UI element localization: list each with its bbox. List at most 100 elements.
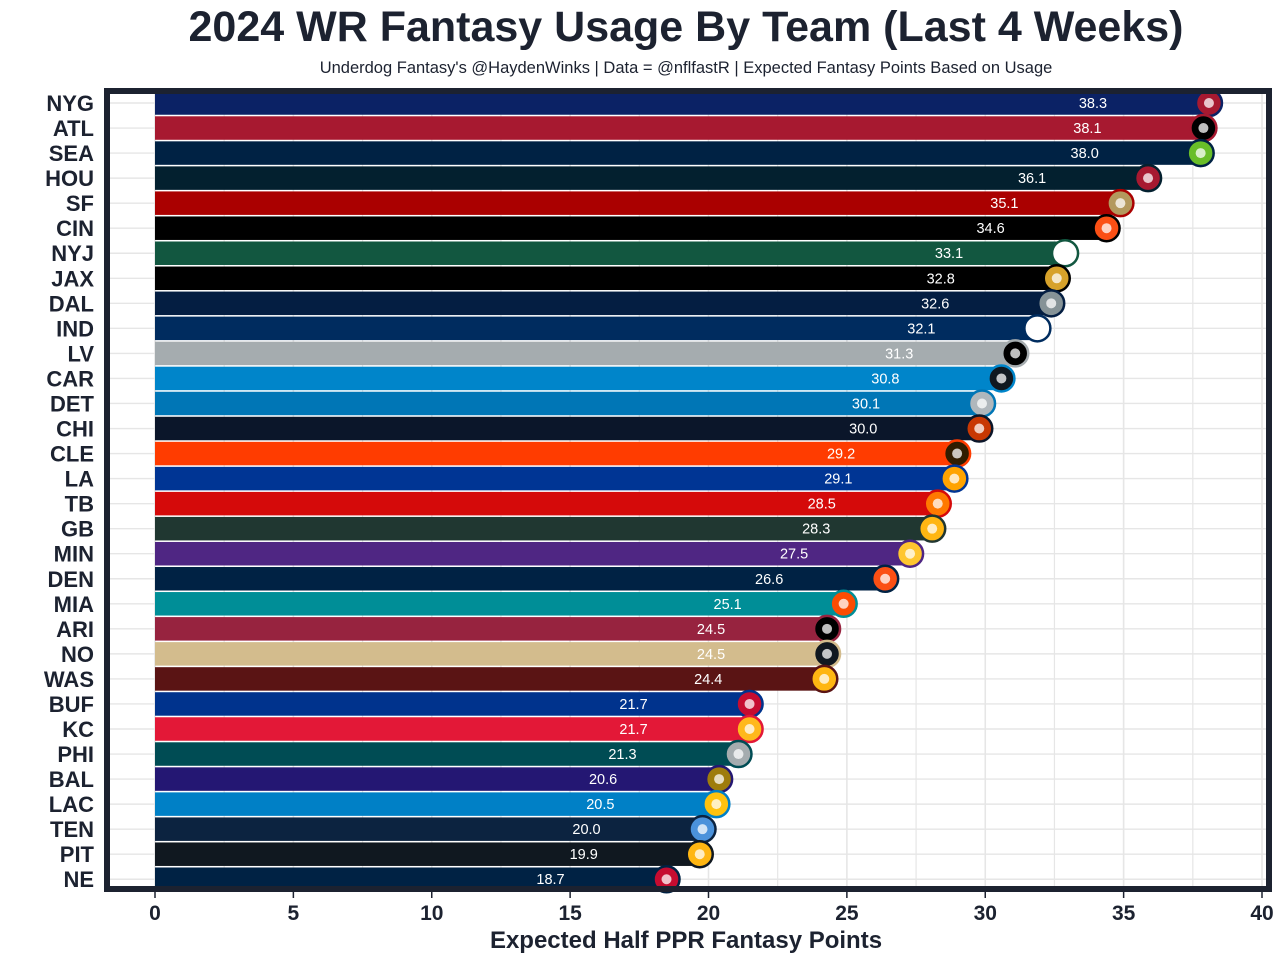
data-label: 18.7 (536, 872, 564, 888)
category-label-dal: DAL (49, 291, 94, 316)
bar-mia (155, 592, 850, 616)
category-label-lac: LAC (49, 792, 94, 817)
category-label-min: MIN (54, 542, 94, 567)
bar-chi (155, 416, 986, 441)
category-label-la: LA (65, 467, 94, 492)
team-logo-chi (965, 414, 994, 443)
category-label-phi: PHI (57, 742, 94, 767)
bar-lv (155, 341, 1022, 366)
data-label: 26.6 (755, 572, 783, 588)
bar-ari (155, 617, 834, 641)
bar-ind (155, 316, 1044, 341)
x-tick-label: 40 (1250, 902, 1273, 925)
data-label: 21.7 (619, 722, 647, 738)
category-label-cle: CLE (50, 442, 94, 467)
team-logo-hou (1133, 163, 1163, 193)
category-labels: NYGATLSEAHOUSFCINNYJJAXDALINDLVCARDETCHI… (44, 91, 95, 892)
team-logo-ari (812, 614, 842, 644)
x-tick-label: 0 (149, 902, 161, 925)
data-label: 38.0 (1071, 146, 1099, 162)
team-logo-was (810, 664, 839, 694)
data-label: 24.5 (697, 622, 725, 638)
bars (155, 91, 1215, 891)
category-label-kc: KC (62, 717, 94, 742)
data-label: 20.0 (572, 822, 600, 838)
bar-tb (155, 491, 944, 516)
bar-dal (155, 291, 1058, 316)
bar-la (155, 466, 961, 491)
team-logo-lv (1000, 339, 1030, 368)
data-label: 30.1 (852, 396, 880, 412)
bar-kc (155, 717, 756, 741)
team-logos (652, 88, 1224, 894)
team-logo-dal (1036, 289, 1066, 318)
bar-cin (155, 216, 1113, 240)
data-label: 31.3 (885, 346, 913, 362)
category-label-nyj: NYJ (51, 241, 94, 266)
team-logo-mia (829, 589, 858, 619)
chart-subtitle: Underdog Fantasy's @HaydenWinks | Data =… (319, 59, 1053, 77)
data-label: 24.5 (697, 647, 725, 663)
team-logo-bal (704, 764, 734, 794)
data-label: 36.1 (1018, 171, 1046, 187)
data-label: 25.1 (714, 597, 742, 613)
category-label-bal: BAL (49, 767, 94, 792)
bar-ten (155, 817, 709, 841)
bar-sea (155, 141, 1207, 165)
bar-ne (155, 867, 673, 891)
team-logo-tb (923, 489, 952, 518)
bar-was (155, 667, 831, 691)
bar-hou (155, 166, 1155, 190)
category-label-mia: MIA (54, 592, 94, 617)
category-label-cin: CIN (56, 216, 94, 241)
x-tick-label: 15 (558, 902, 582, 925)
team-logo-car (987, 364, 1016, 393)
bar-pit (155, 842, 706, 866)
team-logo-no (812, 639, 842, 669)
data-label: 19.9 (570, 847, 598, 863)
data-labels: 38.3 38.1 38.0 36.135.1 34.6 33.1 32.8 32.6 32.1… (536, 96, 1107, 888)
team-logo-sf (1106, 188, 1135, 218)
category-label-chi: CHI (56, 417, 94, 442)
category-label-buf: BUF (49, 692, 94, 717)
team-logo-gb (917, 514, 947, 543)
team-logo-min (895, 539, 925, 568)
bar-buf (155, 692, 756, 716)
x-axis-label: Expected Half PPR Fantasy Points (490, 927, 882, 954)
data-label: 33.1 (935, 246, 963, 262)
team-logo-phi (724, 739, 753, 769)
category-label-pit: PIT (60, 842, 95, 867)
category-label-tb: TB (65, 492, 94, 517)
team-logo-lac (702, 789, 731, 819)
bar-bal (155, 767, 726, 791)
team-logo-kc (735, 714, 764, 744)
category-label-no: NO (61, 642, 94, 667)
team-logo-ten (688, 814, 717, 844)
x-tick-label: 25 (835, 902, 859, 925)
category-label-ari: ARI (56, 617, 94, 642)
category-label-atl: ATL (53, 116, 94, 141)
team-logo-nyj (1050, 238, 1080, 268)
data-label: 30.0 (849, 422, 877, 438)
plot-border (104, 88, 1272, 892)
x-tick-label: 30 (974, 902, 997, 925)
category-label-jax: JAX (51, 266, 94, 291)
bar-jax (155, 266, 1063, 291)
bar-gb (155, 516, 939, 541)
x-tick-label: 5 (288, 902, 300, 925)
data-label: 28.3 (802, 522, 830, 538)
team-logo-jax (1042, 264, 1071, 293)
team-logo-cle (942, 439, 972, 468)
data-label: 21.7 (619, 697, 647, 713)
category-label-det: DET (50, 391, 95, 416)
category-label-lv: LV (68, 341, 95, 366)
x-tick-label: 20 (697, 902, 720, 925)
bar-cle (155, 441, 964, 466)
category-label-sea: SEA (49, 141, 94, 166)
category-label-nyg: NYG (46, 91, 94, 116)
data-label: 38.1 (1073, 121, 1101, 137)
category-label-ten: TEN (50, 817, 94, 842)
team-logo-ind (1023, 314, 1052, 343)
category-label-ne: NE (63, 867, 94, 892)
bar-atl (155, 116, 1210, 140)
